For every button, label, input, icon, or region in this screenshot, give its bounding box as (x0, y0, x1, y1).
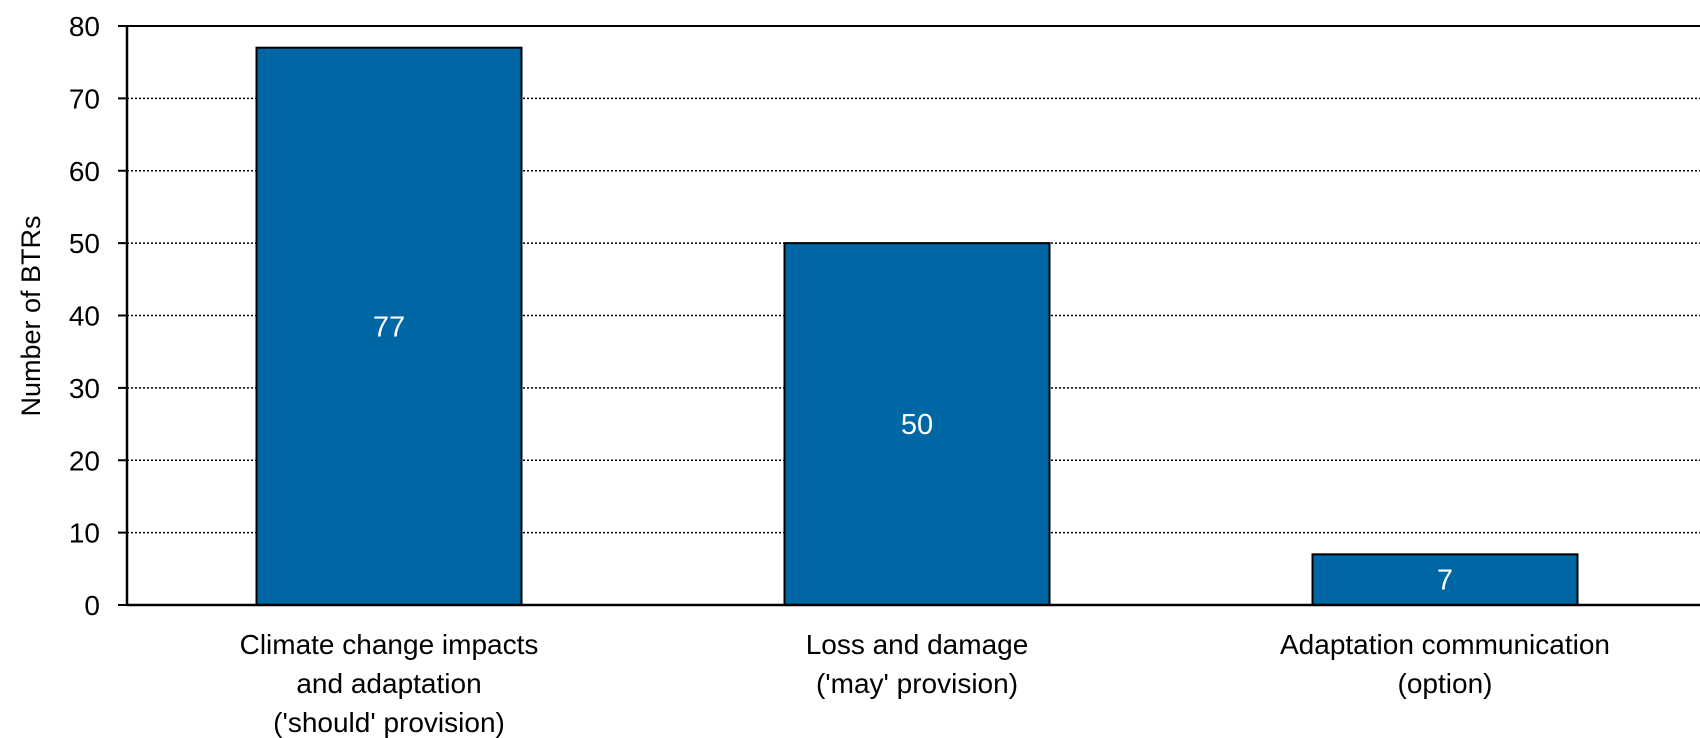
x-tick-label: ('may' provision) (816, 668, 1018, 699)
y-tick-label: 20 (69, 445, 100, 476)
y-tick-label: 30 (69, 373, 100, 404)
x-tick-label: Climate change impacts (240, 629, 539, 660)
bar-value-label: 50 (901, 409, 933, 441)
x-tick-label: Adaptation communication (1280, 629, 1610, 660)
y-tick-label: 10 (69, 518, 100, 549)
y-tick-label: 50 (69, 228, 100, 259)
y-tick-label: 40 (69, 301, 100, 332)
y-tick-label: 80 (69, 11, 100, 42)
x-tick-label: Loss and damage (806, 629, 1029, 660)
bar (783, 242, 1051, 606)
y-tick-label: 70 (69, 83, 100, 114)
x-tick-label: ('should' provision) (273, 707, 505, 738)
bar-value-label: 7 (1437, 565, 1453, 597)
x-tick-label: (option) (1398, 668, 1493, 699)
bar-value-label: 77 (373, 311, 405, 343)
plot-area: 77 Climate change impacts and adaptation ('… (69, 11, 1700, 738)
y-tick-label: 60 (69, 156, 100, 187)
y-axis-label: Number of BTRs (16, 215, 46, 416)
y-tick-label: 0 (84, 590, 100, 621)
x-tick-label: and adaptation (296, 668, 481, 699)
